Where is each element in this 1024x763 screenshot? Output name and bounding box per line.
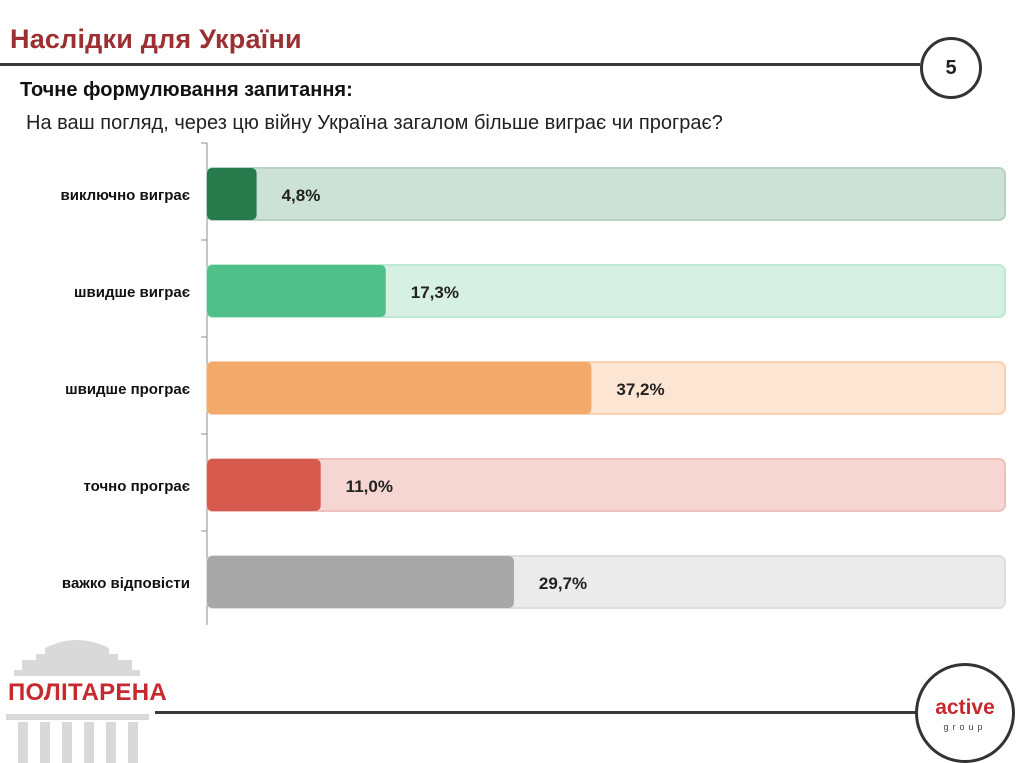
page-number-badge: 5	[920, 37, 982, 99]
politarena-logo: ПОЛІТАРЕНА	[6, 679, 169, 707]
data-label: 37,2%	[616, 380, 664, 399]
bar-2	[207, 265, 386, 317]
bar-4	[207, 459, 321, 511]
page-title: Наслідки для України	[10, 24, 302, 54]
bar-track-4	[206, 458, 1006, 512]
data-label: 29,7%	[539, 574, 587, 593]
active-group-logo-main: active	[935, 696, 995, 719]
page-number: 5	[945, 56, 957, 79]
category-label: точно програє	[84, 478, 190, 495]
bar-5	[207, 556, 514, 608]
category-label: швидше виграє	[74, 284, 190, 301]
active-group-logo: active group	[915, 663, 1015, 763]
data-label: 17,3%	[411, 283, 459, 302]
active-group-logo-sub: group	[943, 722, 987, 732]
category-label: виключно виграє	[61, 187, 190, 204]
header-divider	[0, 63, 920, 66]
category-label: швидше програє	[65, 381, 190, 398]
data-label: 4,8%	[282, 186, 321, 205]
bar-3	[207, 362, 592, 414]
parliament-building-icon	[6, 640, 149, 763]
question-text: На ваш погляд, через цю війну Україна за…	[26, 112, 723, 134]
footer-divider	[155, 711, 920, 714]
question-label: Точне формулювання запитання:	[20, 79, 353, 101]
bar-1	[207, 168, 257, 220]
bar-track-1	[206, 167, 1006, 221]
category-label: важко відповісти	[62, 575, 190, 592]
data-label: 11,0%	[346, 477, 393, 496]
